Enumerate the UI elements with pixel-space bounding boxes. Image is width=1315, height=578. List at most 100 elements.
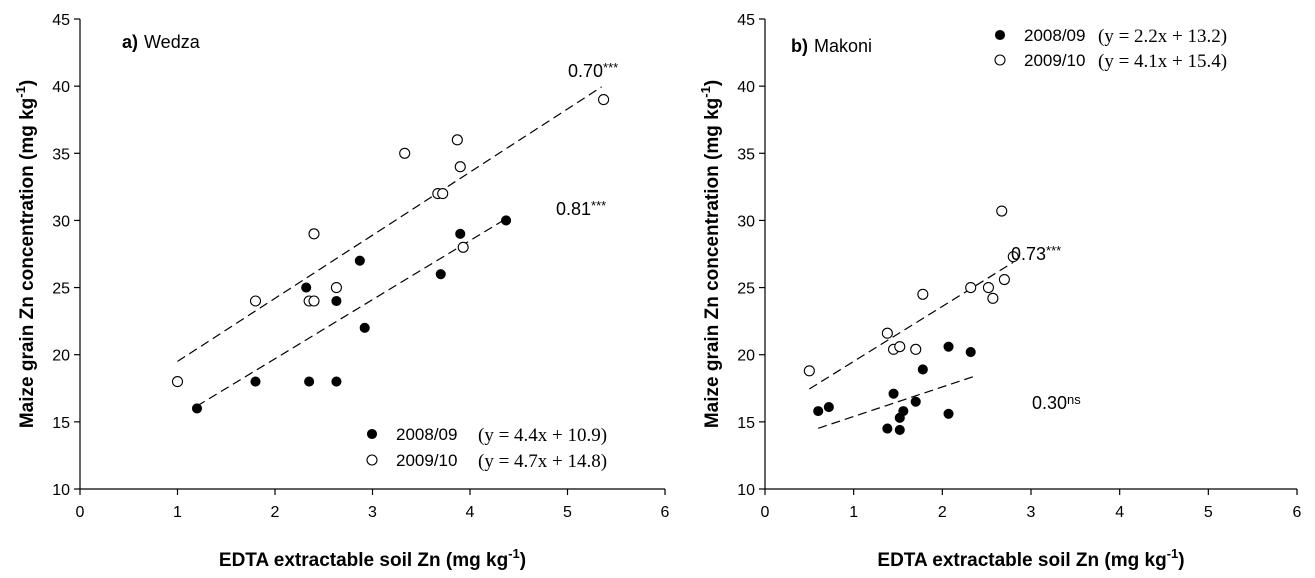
y-tick-label: 15 (737, 415, 755, 432)
data-point (894, 424, 905, 435)
r-value-label: 0.30ns (1032, 392, 1081, 413)
series-2009-10: 0.73*** 2009/10 (y = 4.1x + 15.4) (803, 51, 1227, 390)
data-point (803, 365, 815, 377)
panel-label: b) Makoni (791, 36, 872, 56)
data-point (250, 376, 261, 387)
data-point (910, 396, 921, 407)
legend-label: 2008/09 (1024, 26, 1085, 45)
data-point (301, 282, 312, 293)
data-point (455, 228, 466, 239)
x-tick-label: 6 (1293, 504, 1302, 521)
data-point (191, 403, 203, 414)
y-axis-label: Maize grain Zn concentration (mg kg-1) (698, 80, 723, 428)
x-tick-label: 0 (76, 504, 85, 521)
data-point (304, 376, 315, 387)
x-tick-label: 3 (368, 504, 377, 521)
legend-label: 2008/09 (396, 425, 457, 444)
x-tick-label: 3 (1027, 504, 1036, 521)
data-point (331, 295, 342, 307)
y-tick-label: 35 (52, 146, 70, 163)
data-point (910, 343, 922, 355)
legend-equation: (y = 4.7x + 14.8) (478, 451, 607, 472)
data-point (331, 376, 342, 387)
x-tick-label: 1 (173, 504, 182, 521)
data-point (881, 327, 893, 339)
x-axis-label: EDTA extractable soil Zn (mg kg-1) (877, 546, 1184, 571)
data-point (823, 402, 834, 413)
y-tick-label: 35 (737, 146, 755, 163)
data-point (894, 341, 906, 353)
y-tick-label: 10 (737, 482, 755, 499)
data-point (435, 269, 446, 280)
regression-line (177, 86, 602, 362)
data-point (888, 388, 899, 399)
data-point (943, 341, 954, 352)
legend-equation: (y = 4.4x + 10.9) (478, 425, 607, 446)
regression-line (196, 219, 505, 407)
data-point (987, 292, 999, 304)
data-point (308, 295, 320, 307)
x-tick-label: 4 (1115, 504, 1124, 521)
y-tick-label: 45 (52, 12, 70, 29)
r-value-label: 0.81*** (556, 198, 606, 219)
data-point (943, 408, 954, 419)
data-point (454, 161, 466, 173)
data-point (996, 205, 1008, 217)
y-axis-label: Maize grain Zn concentration (mg kg-1) (13, 80, 38, 428)
data-point (965, 346, 976, 358)
x-axis-label: EDTA extractable soil Zn (mg kg-1) (219, 546, 526, 571)
y-tick-label: 20 (52, 348, 70, 365)
data-point (354, 255, 365, 266)
data-point (399, 147, 411, 159)
panel-label: a) Wedza (122, 32, 201, 52)
legend-marker (366, 454, 378, 466)
x-tick-label: 6 (661, 504, 670, 521)
y-tick-label: 30 (52, 213, 70, 230)
y-tick-label: 30 (737, 213, 755, 230)
data-point (1007, 251, 1019, 263)
data-point (171, 376, 184, 388)
legend-marker (994, 29, 1006, 41)
data-point (501, 215, 512, 226)
data-point (917, 364, 928, 375)
legend-equation: (y = 4.1x + 15.4) (1098, 51, 1227, 72)
legend-label: 2009/10 (1024, 51, 1085, 70)
data-point (917, 288, 929, 300)
y-tick-label: 25 (737, 281, 755, 298)
x-tick-label: 1 (849, 504, 858, 521)
data-point (308, 228, 320, 240)
x-tick-label: 2 (271, 504, 280, 521)
data-point (882, 423, 893, 434)
x-tick-label: 5 (1204, 504, 1213, 521)
legend-equation: (y = 2.2x + 13.2) (1098, 26, 1227, 47)
data-point (249, 295, 262, 307)
y-tick-label: 20 (737, 348, 755, 365)
y-tick-label: 40 (52, 79, 70, 96)
series-2009-10: 0.81*** 2009/10 (y = 4.7x + 14.8) (171, 86, 610, 472)
legend-marker (994, 54, 1006, 66)
data-point (813, 406, 824, 417)
legend-label: 2009/10 (396, 451, 457, 470)
data-point (330, 282, 342, 294)
y-tick-label: 10 (52, 482, 70, 499)
data-point (965, 282, 977, 294)
y-tick-label: 25 (52, 281, 70, 298)
data-point (998, 273, 1010, 286)
data-point (898, 406, 909, 417)
data-point (598, 94, 610, 106)
data-point (437, 188, 449, 200)
x-tick-label: 5 (563, 504, 572, 521)
x-tick-label: 4 (466, 504, 475, 521)
x-tick-label: 2 (938, 504, 947, 521)
y-tick-label: 45 (737, 12, 755, 29)
x-tick-label: 0 (761, 504, 770, 521)
data-point (451, 134, 463, 146)
y-tick-label: 15 (52, 415, 70, 432)
data-point (982, 282, 994, 294)
r-value-label: 0.73*** (1011, 243, 1061, 264)
y-tick-label: 40 (737, 79, 755, 96)
r-value-label: 0.70*** (568, 60, 618, 81)
series-2008-09: 0.70*** 2008/09 (y = 4.4x + 10.9) (191, 60, 618, 446)
